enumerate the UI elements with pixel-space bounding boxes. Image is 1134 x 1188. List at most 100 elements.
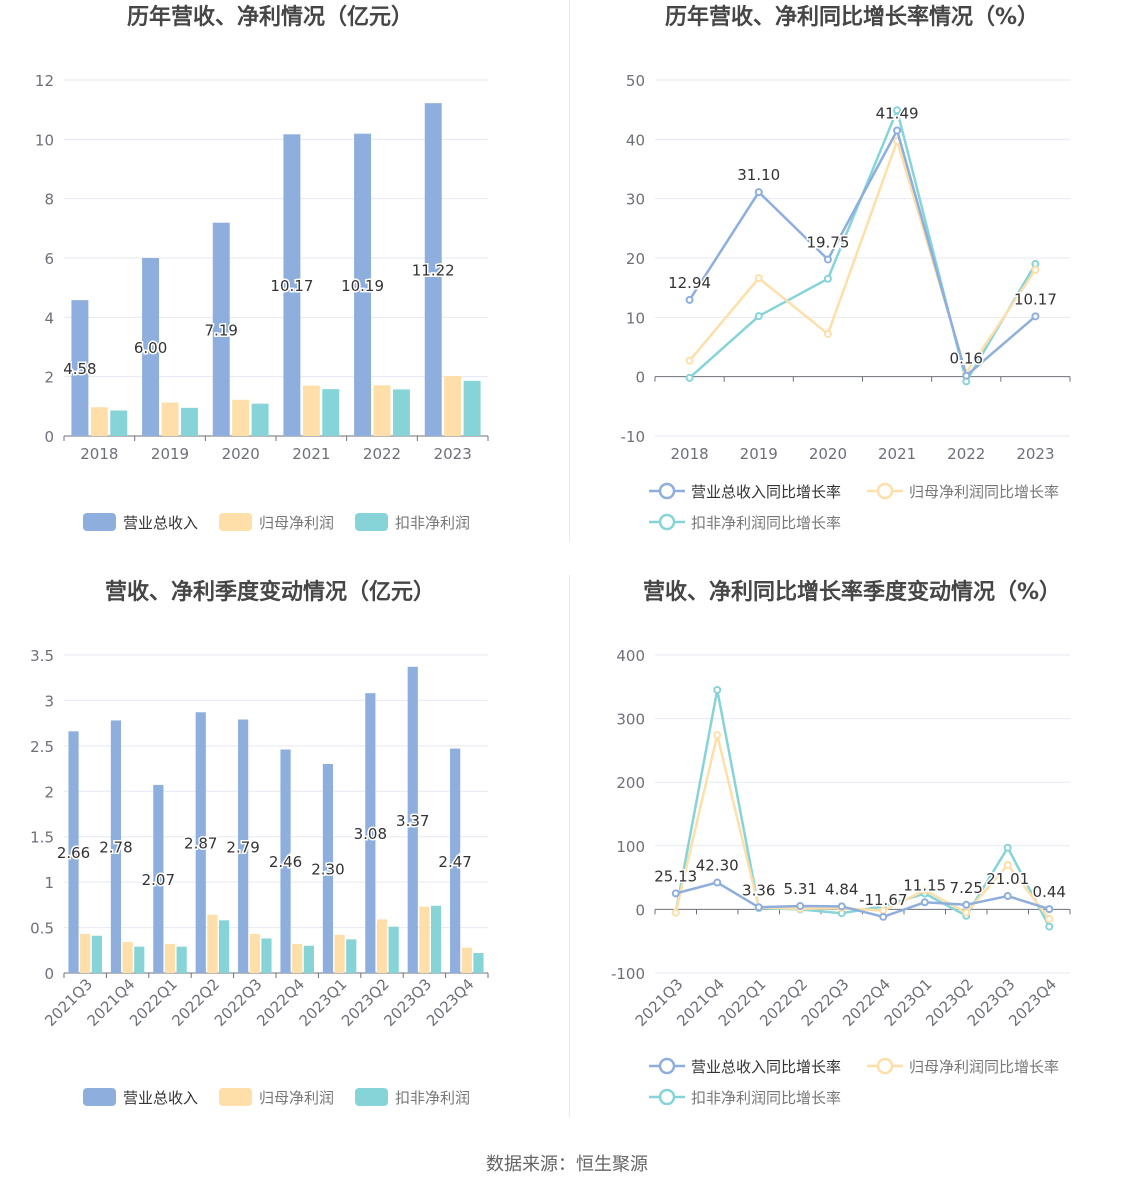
data-point — [685, 295, 694, 304]
y-tick-label: 6 — [44, 250, 54, 268]
x-tick-label: 2022 — [947, 445, 985, 463]
y-tick-label: 0 — [44, 428, 54, 446]
data-point — [713, 685, 722, 694]
data-point — [1031, 265, 1040, 274]
data-label: 21.01 — [986, 870, 1029, 888]
data-point — [879, 912, 888, 921]
bar — [302, 385, 320, 436]
data-point — [754, 188, 763, 197]
bar — [280, 749, 291, 973]
data-label: 3.36 — [742, 881, 775, 899]
y-tick-label: 300 — [616, 711, 645, 729]
data-label: 11.22 — [412, 262, 455, 280]
chart-title: 历年营收、净利情况（亿元） — [127, 4, 413, 30]
quarterly-growth-rate-chart: 营收、净利同比增长率季度变动情况（%） -100 0 100 200 300 400 2021… — [567, 575, 1134, 1150]
series-line — [674, 734, 1051, 920]
data-point — [1045, 905, 1054, 914]
series-line — [688, 137, 1037, 377]
bar — [110, 720, 122, 973]
bar — [388, 926, 399, 973]
bar — [161, 402, 179, 436]
data-point — [671, 908, 680, 917]
vertical-divider — [569, 0, 570, 542]
data-point — [823, 329, 832, 338]
bar — [91, 935, 102, 973]
bar — [346, 939, 357, 973]
y-tick-label: 0 — [635, 369, 645, 387]
data-point — [962, 908, 971, 917]
legend-label: 扣非净利润同比增长率 — [691, 514, 841, 532]
data-label: 42.30 — [696, 856, 739, 874]
legend-label: 营业总收入同比增长率 — [691, 1058, 841, 1076]
bar — [232, 399, 250, 436]
data-label: 4.58 — [63, 360, 96, 378]
y-tick-label: 10 — [626, 309, 645, 327]
data-point — [893, 126, 902, 135]
data-label: 4.84 — [825, 880, 858, 898]
y-tick-label: 200 — [616, 774, 645, 792]
data-point — [685, 356, 694, 365]
x-tick-label: 2018 — [670, 445, 708, 463]
bar — [80, 933, 91, 973]
chart-svg: 营收、净利同比增长率季度变动情况（%）-10001002003004002021… — [611, 579, 1071, 1107]
data-point — [920, 898, 929, 907]
legend-marker — [658, 1057, 676, 1075]
data-label: 2.47 — [438, 853, 471, 871]
bar — [212, 222, 230, 436]
chart-title: 历年营收、净利同比增长率情况（%） — [665, 4, 1039, 30]
data-point — [796, 902, 805, 911]
bar — [122, 942, 133, 973]
bar — [463, 380, 481, 436]
data-label: 2.66 — [57, 844, 90, 862]
quarterly-revenue-profit-chart: 营收、净利季度变动情况（亿元） 0 0.5 1 1.5 2 2.5 3 3.5 2021Q3 202… — [0, 575, 567, 1150]
data-point — [920, 886, 929, 895]
data-label: 2.46 — [269, 853, 302, 871]
vertical-divider — [569, 575, 570, 1117]
bar — [473, 953, 484, 973]
y-tick-label: 1 — [44, 874, 54, 892]
bar — [292, 943, 303, 973]
legend-label: 营业总收入 — [123, 514, 198, 532]
y-tick-label: 30 — [626, 191, 645, 209]
data-label: 0.44 — [1033, 883, 1066, 901]
data-point — [1003, 892, 1012, 901]
data-point — [754, 903, 763, 912]
annual-revenue-profit-chart: 历年营收、净利情况（亿元） 0 2 4 6 8 10 12 2018 2019 2020 2021 20… — [0, 0, 567, 575]
bar — [195, 712, 206, 973]
bar — [238, 719, 249, 973]
y-tick-label: 3 — [44, 692, 54, 710]
bar — [110, 410, 128, 436]
chart-title: 营收、净利同比增长率季度变动情况（%） — [643, 579, 1061, 605]
bar — [334, 934, 345, 973]
legend-label: 归母净利润同比增长率 — [909, 1058, 1059, 1076]
bar — [134, 946, 145, 973]
data-point — [837, 902, 846, 911]
bar — [392, 389, 410, 436]
bar — [218, 920, 230, 973]
data-label: 7.19 — [205, 321, 238, 339]
y-tick-label: 100 — [616, 838, 645, 856]
data-point — [713, 878, 722, 887]
y-tick-label: 0 — [44, 965, 54, 983]
legend-swatch — [355, 1088, 388, 1106]
data-label: 2.87 — [184, 835, 217, 853]
y-tick-label: 1.5 — [30, 829, 54, 847]
y-tick-label: 50 — [626, 72, 645, 90]
data-label: 10.17 — [270, 277, 313, 295]
chart-title: 营收、净利季度变动情况（亿元） — [105, 579, 435, 605]
bar — [376, 919, 388, 973]
data-point — [1045, 914, 1054, 923]
bar — [90, 407, 108, 436]
data-point — [893, 106, 902, 115]
data-point — [962, 371, 971, 380]
bar — [419, 906, 430, 973]
data-label: 2.78 — [99, 839, 132, 857]
x-tick-label: 2023 — [1016, 445, 1054, 463]
data-label: 25.13 — [654, 867, 697, 885]
bar — [142, 258, 160, 436]
bar — [180, 407, 198, 436]
bar — [461, 947, 472, 973]
data-point — [962, 900, 971, 909]
legend-label: 归母净利润 — [259, 514, 334, 532]
legend-label: 扣非净利润 — [395, 514, 470, 532]
